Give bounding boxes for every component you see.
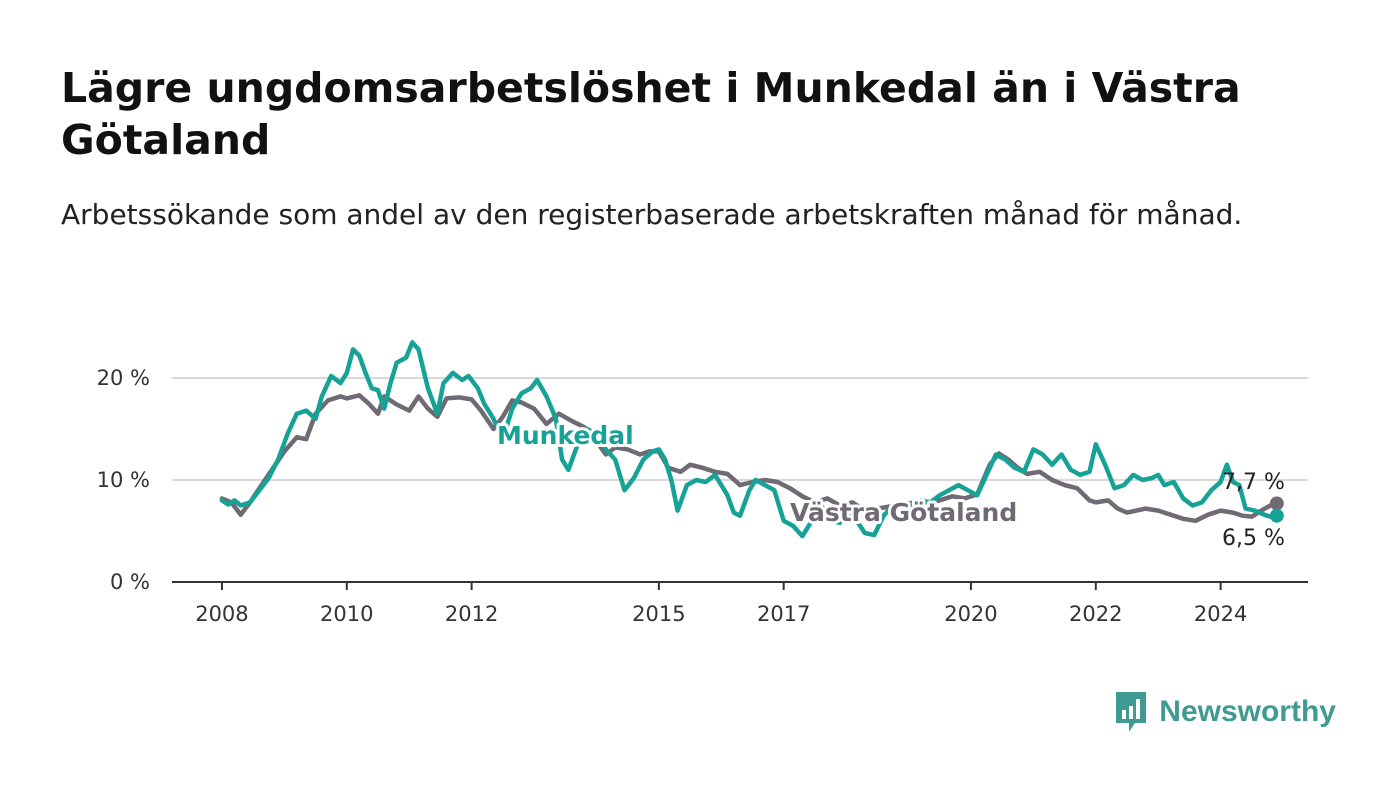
end-label-vastra-gotaland: 7,7 % (1222, 470, 1285, 495)
series-line-munkedal (219, 340, 1280, 539)
series-lines (219, 340, 1284, 539)
series-label-munkedal: Munkedal (497, 421, 634, 450)
series-labels: Munkedal Västra Götaland 7,7 % 6,5 % (494, 418, 1285, 551)
brand-name: Newsworthy (1159, 695, 1336, 728)
grid-lines (172, 377, 1308, 481)
end-marker-munkedal (1269, 508, 1284, 523)
series-label-vastra-gotaland: Västra Götaland (790, 498, 1017, 527)
page-title: Lägre ungdomsarbetslöshet i Munkedal än … (61, 64, 1241, 164)
series-line-v-stra-g-taland (219, 393, 1280, 524)
x-tick-label: 2012 (445, 602, 498, 626)
end-marker-v-stra-g-taland (1269, 496, 1284, 511)
axes: 0 % 10 % 20 % 2008 2010 2012 2015 2017 2020 2022 2… (97, 366, 1308, 626)
x-tick-label: 2020 (944, 602, 997, 626)
x-tick-label: 2022 (1069, 602, 1122, 626)
x-tick-label: 2010 (320, 602, 373, 626)
newsworthy-logo-icon (1116, 692, 1147, 732)
y-tick-label: 0 % (110, 570, 150, 594)
x-tick-label: 2024 (1194, 602, 1247, 626)
line-chart: 0 % 10 % 20 % 2008 2010 2012 2015 2017 2020 2022 2… (97, 340, 1308, 626)
x-tick-label: 2008 (195, 602, 248, 626)
page-subtitle: Arbetssökande som andel av den registerb… (61, 198, 1243, 231)
end-label-munkedal: 6,5 % (1222, 526, 1285, 551)
x-tick-label: 2017 (757, 602, 810, 626)
y-tick-label: 20 % (97, 366, 150, 390)
brand-logo: Newsworthy (1113, 690, 1336, 734)
y-tick-label: 10 % (97, 468, 150, 492)
x-tick-label: 2015 (632, 602, 685, 626)
